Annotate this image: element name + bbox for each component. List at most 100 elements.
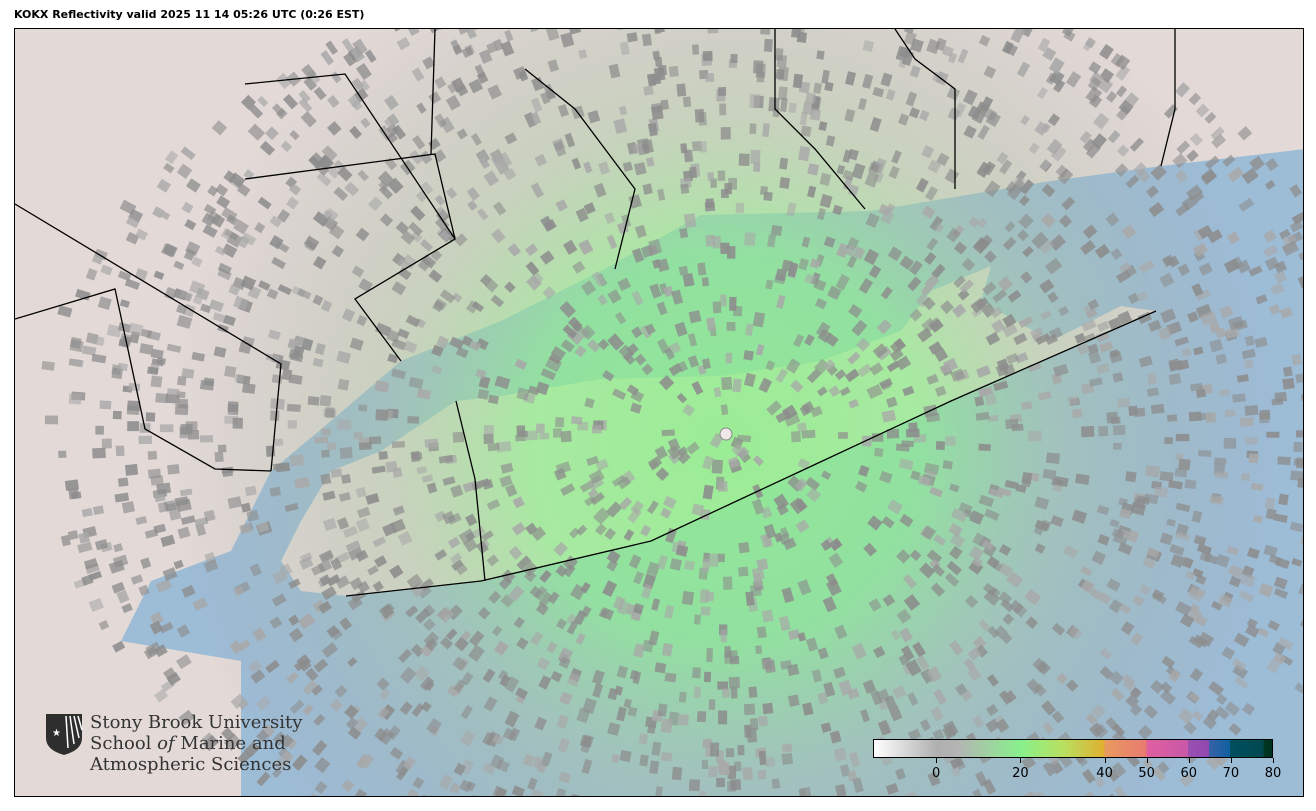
echo-bin: [1125, 174, 1140, 189]
echo-bin: [836, 242, 850, 258]
echo-bin: [504, 132, 518, 145]
echo-bin: [486, 498, 501, 511]
echo-bin: [1146, 387, 1159, 397]
echo-bin: [755, 63, 766, 78]
echo-bin: [862, 39, 875, 53]
echo-bin: [92, 505, 105, 516]
echo-bin: [1283, 366, 1293, 377]
echo-bin: [460, 704, 473, 720]
echo-bin: [377, 170, 395, 188]
echo-bin: [661, 429, 675, 437]
echo-bin: [873, 447, 884, 457]
echo-bin: [920, 285, 932, 297]
echo-bin: [221, 727, 236, 742]
echo-bin: [1160, 689, 1177, 706]
echo-bin: [214, 451, 224, 463]
echo-bin: [929, 318, 944, 333]
echo-bin: [577, 421, 589, 431]
echo-bin: [288, 374, 303, 385]
echo-bin: [813, 82, 823, 94]
echo-bin: [791, 431, 801, 443]
echo-bin: [675, 544, 689, 557]
echo-bin: [337, 517, 350, 530]
echo-bin: [180, 515, 196, 525]
echo-bin: [727, 765, 737, 779]
echo-bin: [909, 65, 921, 78]
echo-bin: [901, 440, 914, 448]
echo-bin: [1224, 409, 1236, 417]
map-canvas: [15, 29, 1303, 796]
echo-bin: [710, 178, 717, 188]
echo-bin: [426, 482, 438, 494]
echo-bin: [284, 502, 299, 513]
echo-bin: [524, 430, 539, 441]
echo-bin: [619, 749, 632, 763]
echo-bin: [979, 96, 994, 112]
echo-bin: [870, 690, 883, 706]
echo-bin: [416, 466, 428, 475]
echo-bin: [825, 135, 836, 147]
echo-bin: [247, 123, 266, 141]
echo-bin: [758, 715, 769, 727]
echo-bin: [978, 619, 991, 632]
echo-bin: [691, 503, 705, 516]
echo-bin: [469, 340, 481, 352]
echo-bin: [592, 507, 611, 525]
echo-bin: [598, 161, 611, 175]
echo-bin: [1228, 575, 1242, 588]
echo-bin: [1166, 414, 1178, 422]
echo-bin: [671, 766, 683, 781]
echo-bin: [97, 296, 112, 311]
echo-bin: [81, 345, 97, 356]
echo-bin: [805, 476, 821, 491]
echo-bin: [1289, 521, 1303, 533]
echo-bin: [1265, 157, 1279, 172]
echo-bin: [1228, 722, 1242, 736]
echo-bin: [555, 788, 567, 796]
echo-bin: [724, 651, 733, 664]
echo-bin: [1106, 578, 1121, 592]
echo-bin: [322, 215, 339, 232]
echo-bin: [276, 72, 292, 90]
echo-bin: [785, 358, 801, 374]
echo-bin: [767, 234, 777, 248]
echo-bin: [909, 308, 923, 322]
echo-bin: [848, 184, 860, 197]
echo-bin: [844, 108, 856, 123]
echo-bin: [1115, 269, 1131, 284]
echo-bin: [717, 681, 728, 690]
radar-map[interactable]: [14, 28, 1304, 797]
echo-bin: [682, 403, 695, 417]
echo-bin: [761, 609, 774, 623]
echo-bin: [1115, 54, 1131, 71]
echo-bin: [504, 281, 516, 293]
echo-bin: [176, 654, 192, 670]
echo-bin: [1037, 391, 1052, 401]
echo-bin: [378, 180, 389, 192]
echo-bin: [1177, 708, 1195, 725]
echo-bin: [526, 274, 542, 291]
echo-bin: [88, 597, 104, 613]
echo-bin: [1168, 669, 1182, 683]
echo-bin: [1198, 262, 1213, 276]
echo-bin: [474, 478, 490, 489]
echo-bin: [513, 66, 528, 80]
echo-bin: [412, 135, 426, 150]
echo-bin: [1277, 637, 1294, 651]
coast: [345, 310, 1157, 597]
echo-bin: [669, 558, 683, 571]
reflectivity-colorbar: [873, 739, 1273, 758]
echo-bin: [265, 353, 280, 363]
echo-bin: [410, 230, 423, 243]
echo-bin: [1116, 85, 1128, 98]
echo-bin: [660, 718, 673, 734]
echo-bin: [1129, 703, 1143, 717]
echo-bin: [181, 201, 194, 214]
echo-bin: [288, 627, 304, 643]
echo-bin: [979, 386, 994, 397]
echo-bin: [313, 658, 329, 673]
echo-bin: [1269, 303, 1281, 316]
echo-bin: [419, 577, 434, 592]
logo-line-2b: of: [157, 733, 175, 754]
echo-bin: [1211, 600, 1223, 611]
